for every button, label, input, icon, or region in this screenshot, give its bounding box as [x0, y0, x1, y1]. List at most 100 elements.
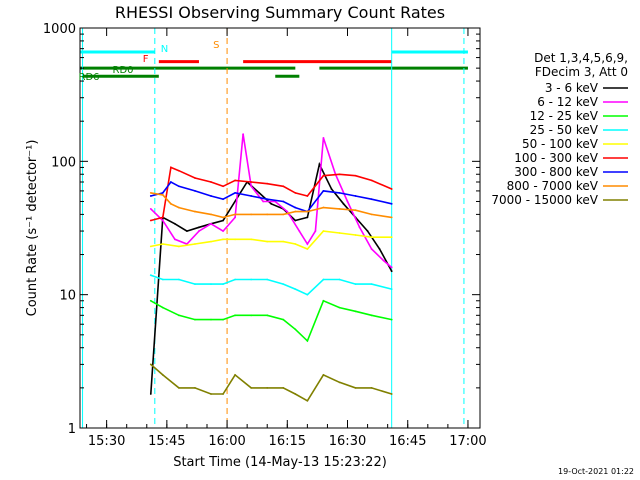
data-point-0-17 — [366, 230, 369, 232]
data-point-1-22 — [390, 266, 393, 269]
annotation-0: N — [161, 44, 168, 55]
data-point-7-16 — [370, 213, 373, 216]
data-point-2-8 — [266, 314, 269, 317]
data-point-5-2 — [169, 166, 172, 169]
data-point-5-16 — [370, 179, 373, 182]
data-point-5-17 — [390, 188, 393, 190]
data-point-1-7 — [234, 216, 237, 219]
data-point-6-1 — [161, 191, 164, 194]
data-point-0-11 — [294, 219, 297, 222]
data-point-6-16 — [370, 198, 373, 201]
data-point-7-1 — [161, 194, 164, 196]
x-tick-label-3: 16:15 — [269, 434, 306, 449]
data-point-5-11 — [294, 191, 297, 194]
data-point-0-0 — [149, 393, 152, 395]
data-point-7-9 — [266, 213, 269, 216]
chart-title: RHESSI Observing Summary Count Rates — [115, 3, 445, 22]
data-point-2-2 — [177, 314, 180, 317]
data-point-3-0 — [149, 274, 152, 277]
x-tick-label-2: 16:00 — [208, 434, 245, 449]
legend-label-3: 25 - 50 keV — [530, 123, 599, 137]
data-point-2-3 — [194, 318, 196, 321]
data-point-3-9 — [282, 283, 285, 286]
data-point-3-12 — [322, 278, 325, 281]
series-line-7 — [150, 192, 392, 219]
data-point-0-12 — [306, 216, 309, 219]
data-point-1-16 — [322, 136, 325, 139]
series-line-8 — [150, 363, 392, 402]
data-point-0-14 — [330, 188, 333, 190]
data-point-0-8 — [258, 191, 261, 194]
data-point-3-11 — [306, 293, 309, 296]
data-point-5-7 — [234, 179, 237, 182]
data-point-4-9 — [282, 240, 285, 243]
data-point-3-5 — [222, 283, 224, 286]
series-line-0 — [150, 161, 393, 395]
data-point-0-3 — [186, 230, 188, 232]
legend-header-0: Det 1,3,4,5,6,9, — [534, 51, 628, 65]
data-point-3-4 — [210, 283, 212, 286]
series-line-6 — [150, 180, 392, 213]
data-point-7-13 — [322, 206, 325, 209]
data-point-4-10 — [294, 243, 297, 245]
annotation-3: RD0 — [113, 65, 134, 76]
annotation-2: S — [213, 40, 219, 51]
data-point-1-10 — [262, 200, 265, 203]
legend-label-5: 100 - 300 keV — [514, 151, 598, 165]
data-point-6-13 — [322, 190, 325, 192]
data-point-2-15 — [370, 314, 373, 317]
data-point-2-9 — [282, 318, 285, 321]
data-point-4-2 — [177, 245, 180, 248]
vertical-markers — [82, 28, 465, 428]
data-point-7-0 — [149, 191, 152, 194]
series-lines — [149, 133, 393, 402]
data-point-4-11 — [306, 248, 309, 250]
data-point-1-20 — [370, 248, 373, 250]
data-point-6-17 — [390, 202, 393, 205]
data-point-0-15 — [342, 202, 345, 205]
legend-label-4: 50 - 100 keV — [522, 137, 599, 151]
legend-label-2: 12 - 25 keV — [530, 109, 599, 123]
data-point-7-6 — [222, 216, 224, 219]
data-point-1-15 — [314, 230, 317, 232]
legend-label-6: 300 - 800 keV — [514, 165, 598, 179]
legend-label-7: 800 - 7000 keV — [507, 179, 599, 193]
data-point-6-14 — [338, 191, 341, 194]
data-point-3-2 — [177, 278, 180, 281]
data-point-3-10 — [294, 288, 297, 291]
series-line-2 — [150, 299, 392, 343]
data-point-3-1 — [161, 278, 164, 281]
data-point-6-9 — [266, 198, 269, 201]
data-point-7-7 — [234, 213, 237, 216]
series-line-4 — [150, 230, 392, 250]
y-axis-title: Count Rate (s⁻¹ detector⁻¹) — [25, 140, 40, 317]
data-point-6-3 — [177, 185, 180, 188]
annotation-4: RD6 — [79, 72, 100, 83]
data-point-6-0 — [149, 195, 152, 197]
data-point-6-6 — [222, 198, 224, 201]
data-point-2-13 — [338, 306, 341, 309]
data-point-1-21 — [382, 259, 385, 262]
data-point-5-1 — [161, 216, 164, 219]
data-point-8-7 — [250, 386, 253, 389]
data-point-8-1 — [161, 374, 164, 376]
data-point-6-11 — [294, 206, 297, 209]
data-point-1-14 — [306, 243, 309, 245]
data-point-4-6 — [234, 238, 237, 241]
y-axis: 1 10 100 1000 — [43, 22, 480, 437]
data-point-0-4 — [198, 226, 200, 229]
legend: Det 1,3,4,5,6,9,FDecim 3, Att 0 3 - 6 keV… — [491, 51, 628, 207]
data-point-8-9 — [282, 386, 285, 389]
data-point-5-3 — [177, 169, 180, 172]
data-point-2-10 — [294, 328, 297, 331]
legend-label-0: 3 - 6 keV — [545, 81, 599, 95]
data-point-4-7 — [250, 238, 253, 241]
data-point-7-14 — [338, 207, 341, 210]
data-point-2-16 — [390, 318, 393, 321]
data-point-2-5 — [222, 318, 224, 321]
data-point-2-12 — [322, 299, 325, 302]
data-point-4-0 — [149, 245, 152, 248]
data-point-2-11 — [306, 340, 309, 342]
data-point-6-2 — [169, 181, 172, 183]
data-point-1-13 — [298, 230, 301, 232]
